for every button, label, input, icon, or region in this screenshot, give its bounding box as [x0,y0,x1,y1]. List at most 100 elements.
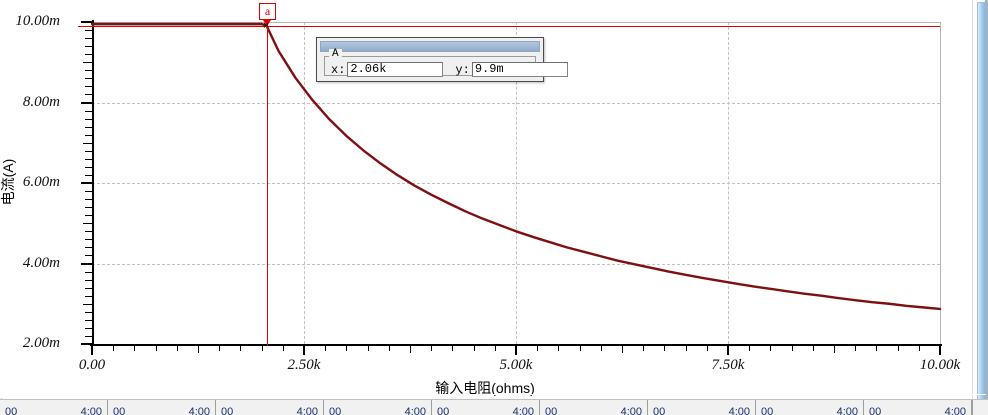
y-tick-minor [85,54,92,55]
status-cell-right: 4:00 [620,406,642,415]
x-tick-minor [452,344,453,351]
x-tick-minor [792,344,793,351]
x-tick-label: 5.00k [499,357,533,373]
status-bar-cell: 00 4:00 [324,400,432,415]
y-tick-minor [85,328,92,329]
x-tick-minor [919,344,920,351]
cursor-y-label: y: [455,62,470,77]
status-cell-left: 00 [653,406,666,415]
status-cell-right: 4:00 [944,406,966,415]
y-tick-minor [85,78,92,79]
y-tick-minor [85,94,92,95]
y-tick-major [81,263,92,265]
x-tick-minor [134,344,135,351]
status-cell-right: 4:00 [404,406,426,415]
y-tick-minor [85,127,92,128]
x-tick-major [727,344,729,355]
y-tick-minor [85,86,92,87]
status-bar-cell: 00 4:00 [864,400,972,415]
x-tick-minor [389,344,390,351]
status-bar-cell: 00 4:00 [0,400,108,415]
y-tick-minor [85,288,92,289]
status-bar-resize-grip[interactable] [972,400,988,415]
x-tick-minor [431,344,432,351]
x-tick-minor [770,344,771,351]
y-tick-minor [85,119,92,120]
cursor-vertical-line[interactable] [267,10,268,346]
plot-top-border [92,22,941,23]
x-tick-minor [262,344,263,351]
x-tick-minor [664,344,665,351]
x-tick-minor [346,344,347,351]
y-tick-minor [85,135,92,136]
status-cell-left: 00 [221,406,234,415]
y-tick-minor [85,167,92,168]
cursor-readout-titlebar[interactable] [320,41,540,52]
status-bar-cell: 00 4:00 [432,400,540,415]
x-tick-minor [876,344,877,351]
cursor-flag-pointer-icon [263,20,271,26]
x-tick-minor [219,344,220,351]
x-tick-mid [834,344,835,353]
status-cell-left: 00 [545,406,558,415]
status-bar: 00 4:00 00 4:00 00 4:00 00 4:00 00 4:00 00 4:00 00 4:… [0,399,988,415]
y-tick-mid [83,304,92,305]
x-tick-minor [686,344,687,351]
plot-right-border [940,22,941,345]
y-tick-minor [85,175,92,176]
x-tick-minor [156,344,157,351]
cursor-horizontal-line[interactable] [78,26,940,27]
y-tick-minor [85,272,92,273]
x-tick-label: 7.50k [711,357,745,373]
y-tick-label: 4.00m [22,254,60,271]
y-tick-minor [85,38,92,39]
y-tick-major [81,21,92,23]
x-tick-minor [283,344,284,351]
y-tick-minor [85,111,92,112]
x-tick-minor [643,344,644,351]
cursor-flag-a[interactable]: a [259,3,276,20]
status-cell-left: 00 [437,406,450,415]
x-tick-label: 0.00 [78,357,106,373]
x-axis-title: 输入电阻(ohms) [435,380,535,396]
y-tick-minor [85,296,92,297]
x-axis-line [90,344,942,346]
x-tick-label: 2.50k [287,357,321,373]
cursor-readout-window[interactable]: A x: 2.06k y: 9.9m [316,37,568,82]
x-tick-minor [558,344,559,351]
y-tick-major [81,182,92,184]
y-tick-minor [85,159,92,160]
cursor-x-input[interactable]: 2.06k [347,62,444,77]
x-tick-minor [707,344,708,351]
y-tick-minor [85,312,92,313]
x-tick-mid [410,344,411,353]
cursor-y-input[interactable]: 9.9m [471,62,568,77]
status-cell-right: 4:00 [188,406,210,415]
y-tick-minor [85,151,92,152]
y-tick-minor [85,191,92,192]
y-tick-minor [85,255,92,256]
gridline-vertical [304,22,305,344]
y-tick-label: 6.00m [22,174,60,190]
status-cell-left: 00 [5,406,18,415]
y-tick-minor [85,247,92,248]
x-tick-mid [622,344,623,353]
y-tick-mid [83,62,92,63]
y-axis-title: 电流(A) [0,158,16,206]
x-tick-label: 10.00k [919,357,961,373]
status-bar-cell: 00 4:00 [540,400,648,415]
y-tick-major [81,102,92,104]
y-tick-mid [83,143,92,144]
y-tick-minor [85,70,92,71]
y-tick-minor [85,320,92,321]
x-tick-minor [495,344,496,351]
x-tick-major [91,344,93,355]
y-tick-minor [85,280,92,281]
x-tick-minor [368,344,369,351]
status-bar-cell: 00 4:00 [108,400,216,415]
y-tick-mid [83,223,92,224]
x-tick-minor [537,344,538,351]
data-traces [90,22,942,311]
x-tick-minor [177,344,178,351]
